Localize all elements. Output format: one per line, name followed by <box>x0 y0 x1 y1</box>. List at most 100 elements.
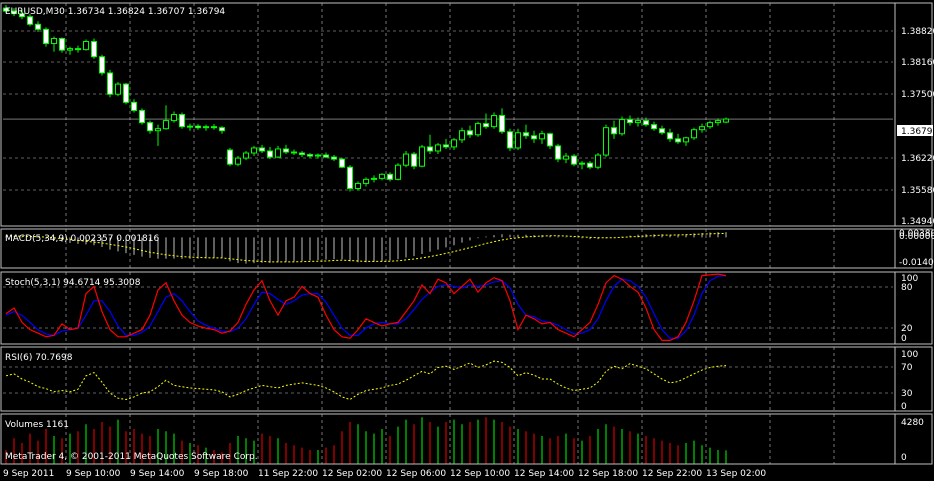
candle <box>419 146 425 167</box>
volume-axis: 4280 0 <box>901 418 924 463</box>
macd-signal-line <box>6 232 727 263</box>
candle <box>451 139 457 148</box>
price-pane[interactable] <box>3 5 893 192</box>
price-pane-header: EURUSD,M30 1.36734 1.36824 1.36707 1.367… <box>5 7 225 17</box>
candle <box>99 56 105 74</box>
candle <box>43 28 49 45</box>
candle <box>155 128 161 132</box>
candle <box>235 157 241 165</box>
candle <box>555 145 561 160</box>
pane-frames <box>0 2 933 465</box>
candle <box>387 173 393 180</box>
volumes-header: Volumes 1161 <box>5 420 69 430</box>
candle <box>307 154 313 157</box>
candle <box>11 10 17 15</box>
price-label: 1.37500 <box>901 90 934 100</box>
candle <box>675 138 681 143</box>
candle <box>683 137 689 143</box>
candle <box>355 182 361 189</box>
candle <box>211 126 217 129</box>
current-price-marker <box>897 125 933 136</box>
candle <box>315 154 321 157</box>
candle <box>227 149 233 165</box>
copyright-notice: MetaTrader 4, © 2001-2011 MetaQuotes Sof… <box>5 452 258 462</box>
candle <box>459 130 465 141</box>
candle <box>395 164 401 180</box>
candle <box>499 115 505 133</box>
candle <box>667 132 673 140</box>
candle <box>83 41 89 51</box>
macd-pane[interactable] <box>5 232 727 264</box>
candle <box>323 154 329 158</box>
stochastic-pane[interactable] <box>5 273 727 341</box>
stoch-main-line <box>5 273 727 341</box>
candle <box>579 162 585 165</box>
candle <box>467 130 473 136</box>
rsi-line <box>5 360 727 401</box>
candle <box>283 148 289 153</box>
candle <box>643 120 649 126</box>
pane-frame <box>0 271 933 345</box>
price-label: 1.35580 <box>901 186 934 196</box>
candle <box>619 119 625 135</box>
stoch-axis: 100 80 20 0 <box>901 274 918 344</box>
candle <box>507 131 513 149</box>
candle <box>203 126 209 129</box>
candle <box>187 125 193 128</box>
pane-frame <box>0 346 933 412</box>
candle <box>427 146 433 152</box>
price-axis: 1.38820 1.38160 1.37500 1.36794 1.36220 … <box>897 27 934 227</box>
current-price-label: 1.36794 <box>901 127 934 137</box>
candle <box>475 123 481 136</box>
price-label: 1.38160 <box>901 58 934 68</box>
time-label: 9 Sep 10:00 <box>66 469 121 479</box>
time-label: 12 Sep 06:00 <box>386 469 446 479</box>
candle <box>723 118 729 123</box>
candle <box>267 150 273 158</box>
candle <box>571 155 577 165</box>
candle <box>171 114 177 122</box>
pane-frame <box>0 228 933 269</box>
candle <box>715 120 721 124</box>
candle <box>595 154 601 168</box>
candle <box>403 153 409 166</box>
candle <box>515 132 521 149</box>
candle <box>547 133 553 147</box>
candle <box>123 83 129 103</box>
candle <box>627 119 633 124</box>
candle <box>339 158 345 168</box>
volumes-pane[interactable] <box>5 417 727 464</box>
candle <box>3 7 9 12</box>
candle <box>539 133 545 140</box>
candle <box>59 37 65 51</box>
candle <box>435 144 441 152</box>
candle <box>707 122 713 128</box>
macd-label: 0.00000 <box>899 232 934 242</box>
volume-label: 0 <box>901 453 907 463</box>
candle <box>107 72 113 95</box>
candle <box>371 177 377 180</box>
time-label: 9 Sep 2011 <box>3 469 54 479</box>
candle <box>19 13 25 18</box>
candle <box>699 126 705 131</box>
pane-frame <box>0 2 933 227</box>
candle <box>531 135 537 140</box>
candle <box>115 83 121 95</box>
candle <box>363 178 369 184</box>
rsi-label: 100 <box>901 350 918 360</box>
rsi-axis: 100 70 30 0 <box>901 350 918 412</box>
candle <box>131 101 137 111</box>
candle <box>379 173 385 179</box>
candle <box>659 128 665 134</box>
candle <box>275 148 281 158</box>
macd-axis: 0.00380 0.00000 -0.01400 <box>899 229 934 268</box>
candle <box>483 123 489 128</box>
price-label: 1.36220 <box>901 154 934 164</box>
macd-label: -0.01400 <box>899 258 934 268</box>
rsi-pane[interactable] <box>5 360 727 401</box>
candle <box>259 147 265 152</box>
rsi-header: RSI(6) 70.7698 <box>5 353 73 363</box>
